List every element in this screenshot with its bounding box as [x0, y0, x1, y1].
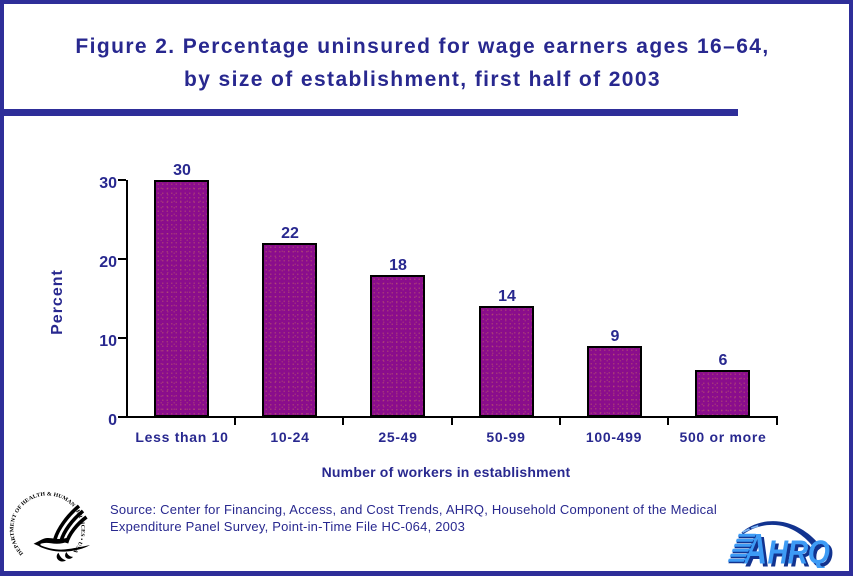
- svg-text:HRQ: HRQ: [771, 536, 833, 568]
- svg-text:DEPARTMENT OF HEALTH & HUMAN S: DEPARTMENT OF HEALTH & HUMAN SERVICES • …: [9, 491, 85, 556]
- svg-text:HRQ: HRQ: [768, 533, 830, 568]
